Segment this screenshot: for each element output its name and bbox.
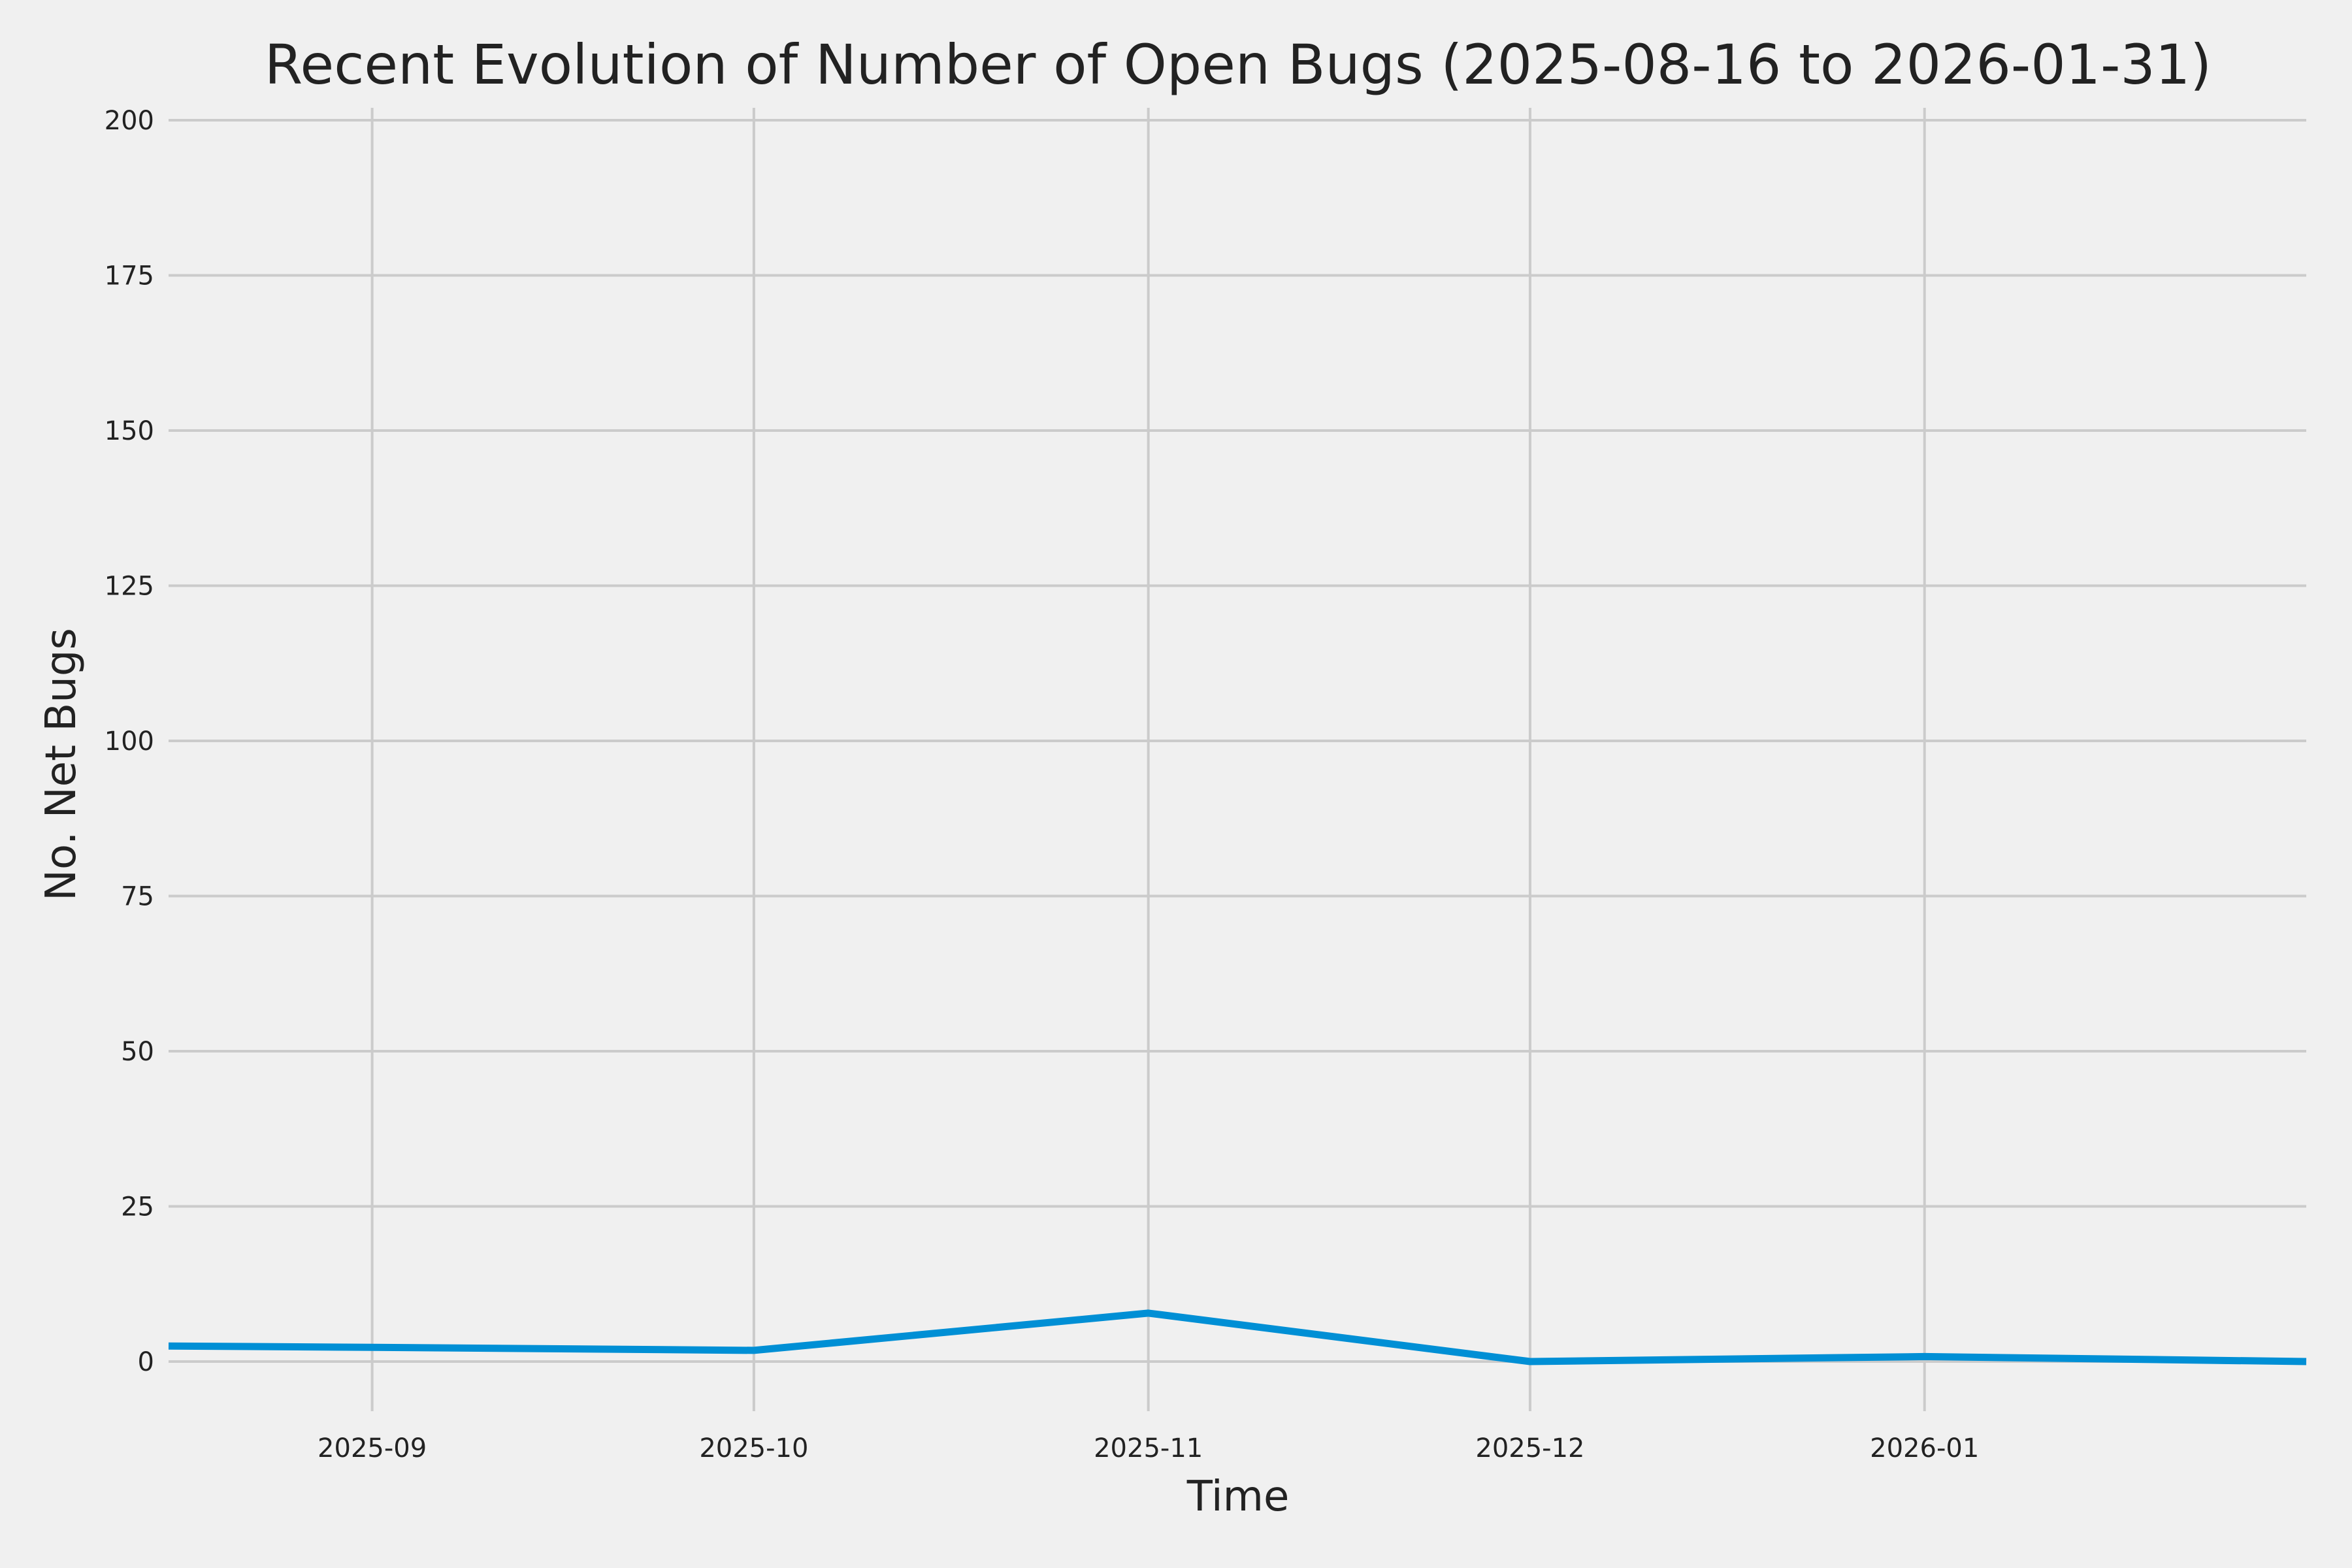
y-tick-label: 175 <box>105 261 154 291</box>
series-line <box>168 1309 2307 1365</box>
y-tick-label: 150 <box>105 416 154 446</box>
y-tick-label: 125 <box>105 572 154 602</box>
x-tick-label: 2026-01 <box>1870 1433 1979 1463</box>
y-tick-label: 25 <box>121 1192 154 1222</box>
y-tick-label: 50 <box>121 1037 154 1067</box>
x-tick-label: 2025-12 <box>1475 1433 1584 1463</box>
y-tick-label: 75 <box>121 882 154 912</box>
grid <box>169 108 2306 1411</box>
x-tick-label: 2025-09 <box>318 1433 427 1463</box>
tick-labels: 0 25 50 75 100 125 150 175 200 2025-09 2025-10 2025… <box>105 106 1980 1463</box>
y-tick-label: 100 <box>105 727 154 757</box>
chart-title: Recent Evolution of Number of Open Bugs … <box>265 33 2212 97</box>
y-tick-label: 200 <box>105 106 154 136</box>
x-tick-label: 2025-10 <box>699 1433 808 1463</box>
x-axis-title: Time <box>1186 1473 1290 1521</box>
y-tick-label: 0 <box>138 1347 154 1377</box>
y-axis-title: No. Net Bugs <box>37 628 86 901</box>
series-layer <box>168 1309 2307 1365</box>
x-tick-label: 2025-11 <box>1094 1433 1203 1463</box>
